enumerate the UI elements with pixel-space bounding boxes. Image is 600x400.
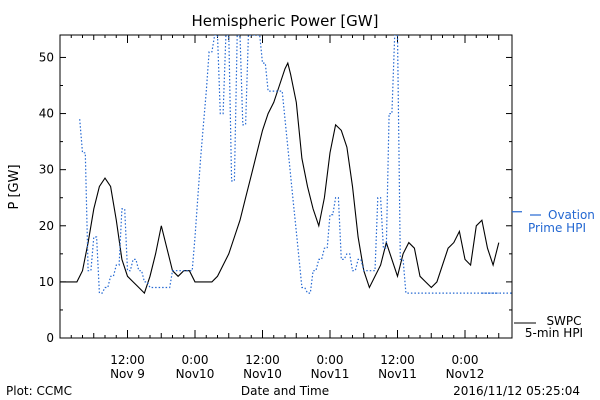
legend-swpc-line1: SWPC: [546, 314, 581, 328]
legend-swpc-line2: 5-min HPI: [525, 326, 583, 340]
legend-ovation-line1: Ovation: [548, 208, 595, 222]
x-tick-label-date: Nov 9: [110, 367, 145, 381]
y-tick-label: 20: [39, 219, 54, 233]
plot-frame: [59, 34, 513, 339]
y-axis-label: P [GW]: [7, 164, 22, 209]
legend: SWPC 5-min HPI Ovation Prime HPI: [514, 208, 595, 340]
series-layer: [60, 35, 500, 295]
y-tick-label: 40: [39, 107, 54, 121]
x-tick-label-date: Nov10: [243, 367, 282, 381]
x-tick-label-time: 0:00: [452, 353, 479, 367]
footer-right: 2016/11/12 05:25:04: [453, 384, 580, 398]
legend-ovation-line2: Prime HPI: [528, 221, 586, 235]
right-edge-markers: [482, 211, 522, 294]
x-tick-label-date: Nov10: [176, 367, 215, 381]
y-axis: 0 10 20 30 40 50: [39, 50, 512, 345]
x-tick-label-time: 12:00: [380, 353, 415, 367]
footer-left: Plot: CCMC: [6, 384, 72, 398]
y-tick-label: 0: [46, 331, 54, 345]
x-axis-label: Date and Time: [241, 384, 329, 398]
swpc-hpi-line: [60, 61, 500, 295]
y-tick-label: 30: [39, 163, 54, 177]
x-tick-label-time: 12:00: [110, 353, 145, 367]
ovation-prime-line: [79, 35, 499, 294]
x-tick-label-time: 0:00: [317, 353, 344, 367]
x-tick-label-time: 0:00: [182, 353, 209, 367]
chart-title: Hemispheric Power [GW]: [192, 12, 379, 30]
x-tick-label-date: Nov12: [446, 367, 485, 381]
y-tick-label: 10: [39, 275, 54, 289]
x-tick-label-date: Nov11: [378, 367, 417, 381]
x-tick-label-date: Nov11: [311, 367, 350, 381]
y-tick-label: 50: [39, 50, 54, 64]
x-tick-label-time: 12:00: [245, 353, 280, 367]
